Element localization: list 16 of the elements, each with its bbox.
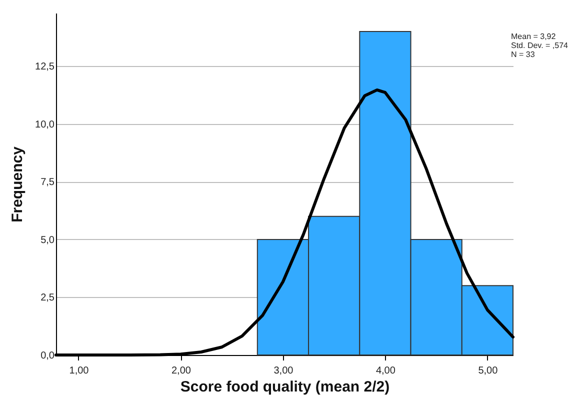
y-axis-title: Frequency	[9, 146, 26, 222]
x-tick-label: 5,00	[478, 366, 498, 376]
y-tick-label: 12,5	[35, 62, 55, 73]
y-tick-label: 5,0	[40, 234, 55, 246]
x-tick-label: 3,00	[274, 366, 294, 376]
x-tick-label: 4,00	[376, 366, 396, 376]
x-axis-title: Score food quality (mean 2/2)	[180, 378, 390, 396]
x-tick-label: 2,00	[171, 366, 192, 376]
y-tick-label: 7,5	[40, 177, 55, 188]
annotation: Std. Dev. = ,574	[511, 41, 569, 50]
y-tick-label: 10,0	[35, 119, 55, 130]
y-tick-label: 2,5	[40, 292, 55, 304]
x-tick-label: 1,00	[69, 366, 90, 376]
y-tick-label: 0,0	[40, 350, 55, 362]
annotation: N = 33	[511, 50, 536, 59]
annotation: Mean = 3,92	[511, 32, 556, 41]
